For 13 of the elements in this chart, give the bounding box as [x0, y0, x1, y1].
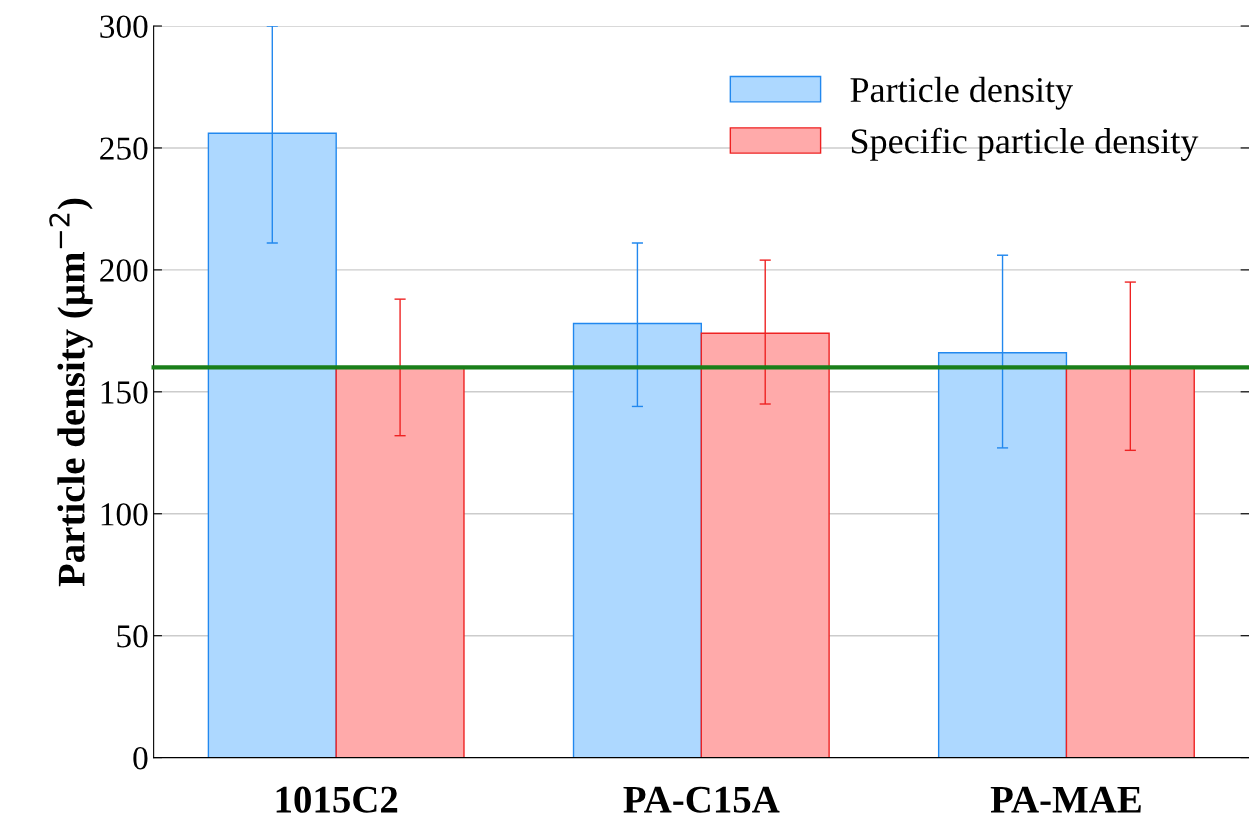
- y-tick-label: 200: [100, 259, 148, 282]
- legend-label: Specific particle density: [851, 127, 1199, 161]
- x-tick-label: PA-C15A: [623, 786, 780, 813]
- y-tick-label: 100: [101, 503, 148, 526]
- y-tick-label: 150: [101, 381, 148, 404]
- y-tick-label: 50: [117, 625, 148, 648]
- x-tick-label: 1015C2: [276, 786, 398, 813]
- legend-label: Particle density: [850, 76, 1073, 110]
- y-axis-title: Particle density (µm$^{−2}$): [49, 198, 93, 587]
- y-tick-label: 250: [100, 137, 148, 160]
- y-tick-label: 0: [133, 747, 148, 770]
- x-tick-label: PA-MAE: [990, 786, 1141, 813]
- y-tick-label: 300: [100, 15, 148, 38]
